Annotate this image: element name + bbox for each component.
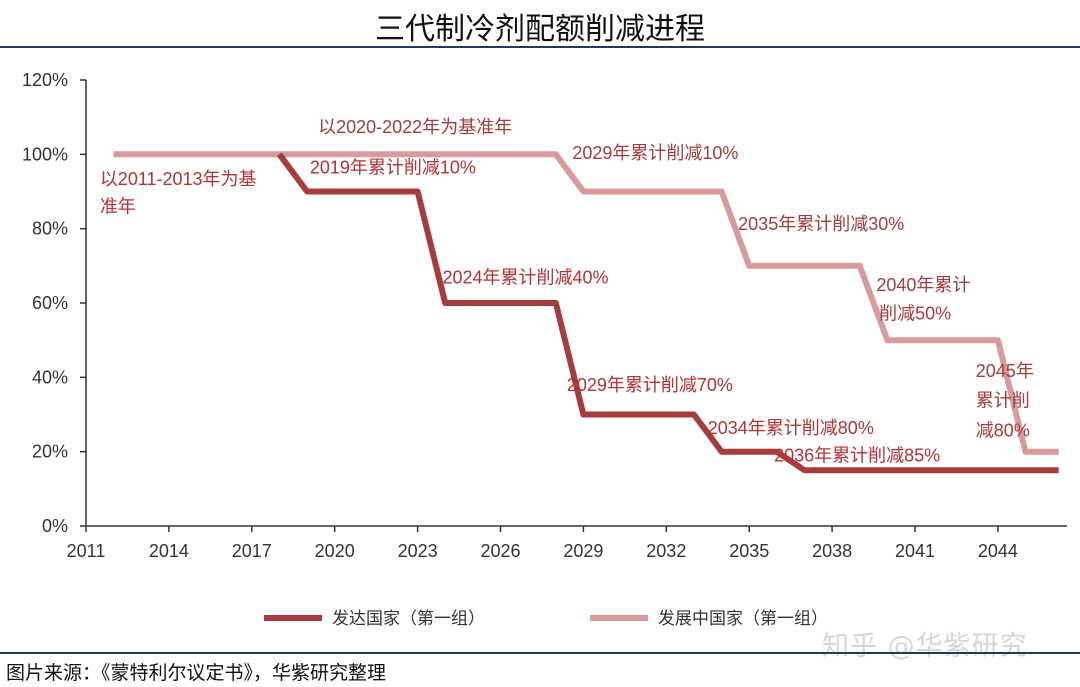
x-tick-label: 2017: [232, 541, 272, 561]
annotation-label: 2045年: [976, 361, 1034, 381]
annotation-label: 2036年累计削减85%: [774, 445, 940, 465]
x-tick-label: 2041: [895, 541, 935, 561]
y-tick-label: 20%: [32, 442, 68, 462]
annotation-label: 2019年累计削减10%: [310, 158, 476, 178]
series-line-developing: [113, 151, 1059, 455]
x-tick-label: 2035: [729, 541, 769, 561]
annotation-label: 2034年累计削减80%: [708, 418, 874, 438]
legend-item-developing-label: 发展中国家（第一组）: [658, 609, 828, 629]
x-tick-label: 2032: [646, 541, 686, 561]
annotation-label: 2040年累计: [876, 275, 970, 295]
y-tick-label: 120%: [22, 70, 68, 90]
source-note: 图片来源：《蒙特利尔议定书》，华紫研究整理: [6, 662, 387, 684]
watermark: 知乎 @华紫研究: [822, 631, 1028, 662]
y-tick-label: 80%: [32, 219, 68, 239]
legend: 发达国家（第一组） 发展中国家（第一组）: [264, 609, 828, 629]
y-tick-label: 40%: [32, 367, 68, 387]
annotation-label: 削减50%: [879, 303, 951, 323]
annotation-label: 累计削: [976, 391, 1030, 411]
axes: 0% 20% 40% 60% 80% 100% 120% 2011 2014 2017 2020 20…: [22, 70, 1067, 561]
annotation-label: 准年: [100, 197, 136, 217]
annotation-label: 以2011-2013年为基: [100, 169, 257, 189]
legend-item-developed-label: 发达国家（第一组）: [332, 609, 485, 629]
x-tick-label: 2020: [315, 541, 355, 561]
y-tick-label: 100%: [22, 144, 68, 164]
annotation-label: 2029年累计削减10%: [572, 143, 738, 163]
annotation-label: 减80%: [976, 420, 1030, 440]
x-tick-label: 2029: [563, 541, 603, 561]
series-line-developed: [276, 152, 1059, 474]
annotation-label: 以2020-2022年为基准年: [318, 117, 512, 137]
x-tick-label: 2026: [480, 541, 520, 561]
annotation-label: 2029年累计削减70%: [567, 375, 733, 395]
x-tick-label: 2023: [398, 541, 438, 561]
y-tick-label: 0%: [42, 516, 68, 536]
top-divider: [0, 46, 1080, 48]
x-tick-label: 2044: [978, 541, 1018, 561]
bottom-divider: [0, 652, 1080, 654]
chart-title: 三代制冷剂配额削减进程: [375, 12, 705, 47]
annotation-label: 2035年累计削减30%: [738, 214, 904, 234]
y-tick-label: 60%: [32, 293, 68, 313]
x-tick-label: 2038: [812, 541, 852, 561]
chart-plot: 0% 20% 40% 60% 80% 100% 120% 2011 2014 2017 2020 20…: [22, 70, 1067, 629]
x-tick-label: 2011: [67, 541, 106, 561]
x-tick-label: 2014: [149, 541, 189, 561]
annotation-label: 2024年累计削减40%: [442, 267, 608, 287]
series-lines: [113, 151, 1059, 474]
